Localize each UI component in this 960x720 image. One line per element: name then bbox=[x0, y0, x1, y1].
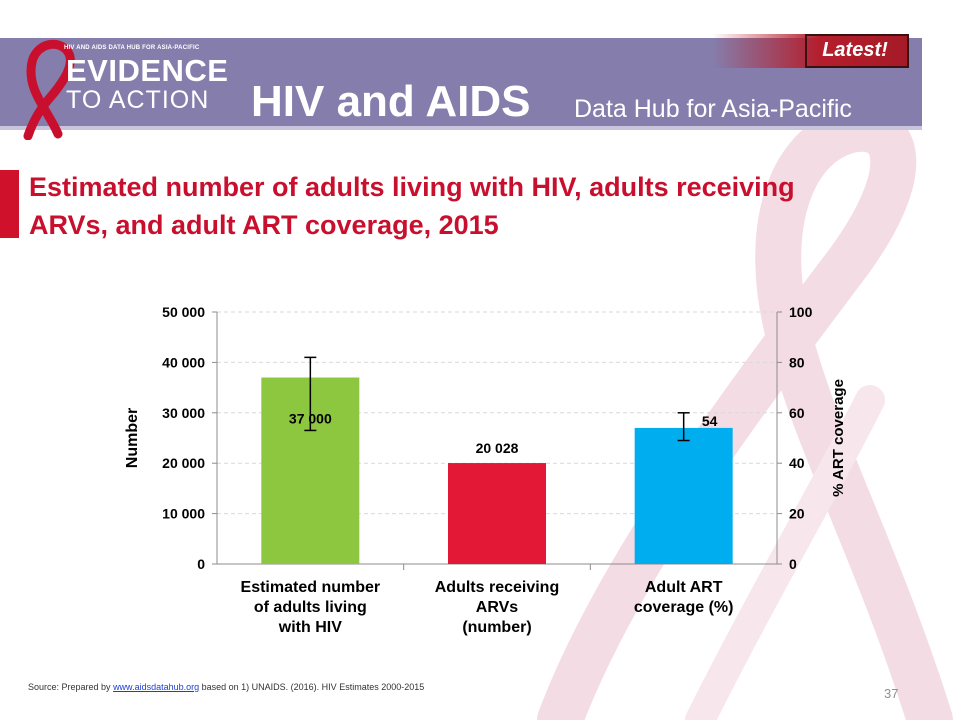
y-tick-label: 30 000 bbox=[162, 405, 205, 421]
logo-evidence-text: EVIDENCE bbox=[66, 53, 229, 88]
latest-badge-background bbox=[712, 34, 908, 68]
data-label: 20 028 bbox=[476, 440, 519, 456]
source-prefix: Source: Prepared by bbox=[28, 682, 114, 692]
y-right-axis-title: % ART coverage bbox=[830, 379, 847, 497]
x-category-label: Adults receiving bbox=[435, 579, 559, 596]
slide-title: Estimated number of adults living with H… bbox=[29, 172, 795, 240]
y-axis-title: Number bbox=[124, 408, 141, 468]
y-right-tick-label: 80 bbox=[789, 354, 805, 370]
y-right-tick-label: 40 bbox=[789, 455, 805, 471]
page-number: 37 bbox=[884, 686, 899, 701]
x-category-label: coverage (%) bbox=[634, 599, 734, 616]
x-category-label: Adult ART bbox=[645, 579, 723, 596]
y-tick-label: 10 000 bbox=[162, 506, 205, 522]
title-accent-bar bbox=[0, 170, 19, 238]
x-category-label: of adults living bbox=[254, 599, 367, 616]
source-note: Source: Prepared by www.aidsdatahub.org … bbox=[28, 682, 424, 692]
y-right-tick-label: 60 bbox=[789, 405, 805, 421]
y-tick-label: 20 000 bbox=[162, 455, 205, 471]
y-right-tick-label: 100 bbox=[789, 304, 813, 320]
x-category-label: with HIV bbox=[278, 619, 342, 636]
latest-badge[interactable]: Latest! bbox=[822, 39, 888, 61]
data-label: 54 bbox=[702, 413, 718, 429]
y-tick-label: 0 bbox=[197, 556, 205, 572]
hub-subtitle: Data Hub for Asia-Pacific bbox=[574, 95, 852, 123]
source-link[interactable]: www.aidsdatahub.org bbox=[113, 682, 200, 692]
logo-to-action-text: TO ACTION bbox=[66, 86, 210, 114]
y-right-tick-label: 20 bbox=[789, 506, 805, 522]
x-category-label: ARVs bbox=[476, 599, 518, 616]
x-category-label: Estimated number bbox=[241, 579, 381, 596]
source-suffix: based on 1) UNAIDS. (2016). HIV Estimate… bbox=[199, 682, 425, 692]
y-tick-label: 40 000 bbox=[162, 354, 205, 370]
logo-tagline: HIV AND AIDS DATA HUB FOR ASIA-PACIFIC bbox=[64, 45, 200, 51]
hub-title: HIV and AIDS bbox=[251, 77, 531, 126]
header-underline bbox=[0, 126, 922, 130]
bar bbox=[634, 427, 733, 564]
bar bbox=[448, 463, 546, 564]
y-right-tick-label: 0 bbox=[789, 556, 797, 572]
latest-badge-frame bbox=[805, 34, 909, 68]
x-category-label: (number) bbox=[462, 619, 531, 636]
data-label: 37 000 bbox=[289, 411, 332, 427]
y-tick-label: 50 000 bbox=[162, 304, 205, 320]
red-ribbon-icon bbox=[23, 39, 75, 140]
